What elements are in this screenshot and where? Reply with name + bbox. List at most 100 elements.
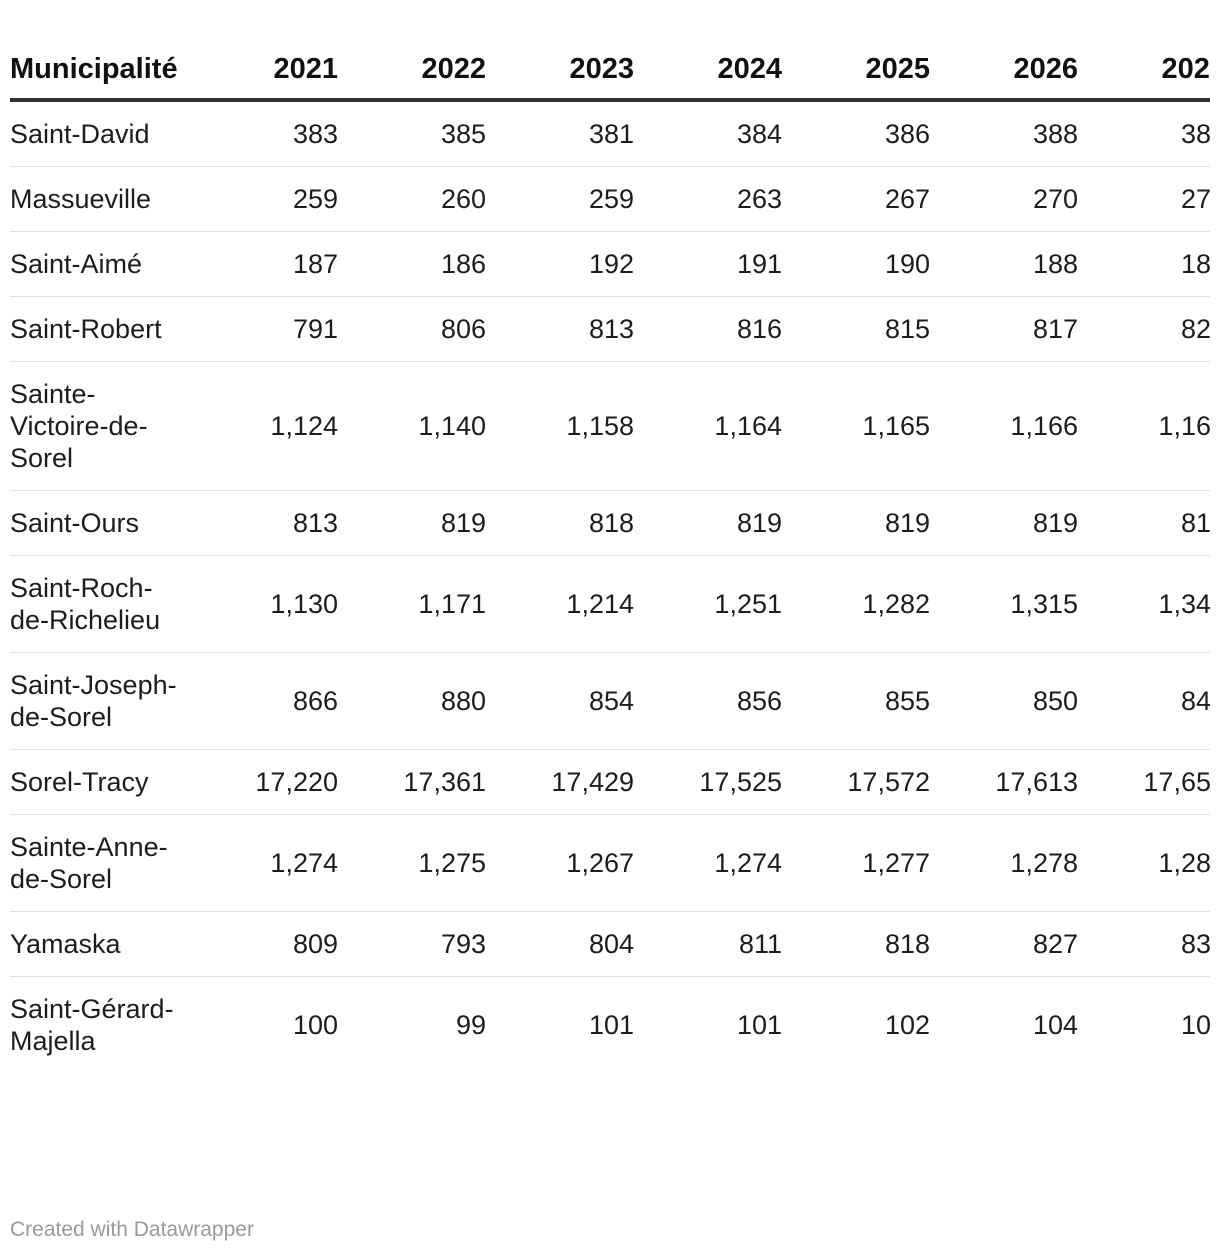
value-cell: 270 — [932, 166, 1080, 232]
table-row: Saint-Joseph-de-Sorel 866 880 854 856 855 850 8… — [10, 652, 1210, 750]
municipality-cell: Yamaska — [10, 911, 192, 977]
value-cell: 1,343 — [1080, 555, 1210, 653]
value-cell: 1,166 — [932, 361, 1080, 491]
value-cell: 17,220 — [192, 749, 340, 815]
table-row: Sorel-Tracy 17,220 17,361 17,429 17,525 17,57… — [10, 749, 1210, 815]
table-row: Yamaska809793804811818827833 — [10, 911, 1210, 977]
value-cell: 188 — [932, 231, 1080, 297]
datawrapper-credit: Created with Datawrapper — [10, 1218, 254, 1241]
column-header-year: 2026 — [932, 40, 1080, 102]
value-cell: 1,164 — [636, 361, 784, 491]
value-cell: 817 — [932, 296, 1080, 362]
value-cell: 17,361 — [340, 749, 488, 815]
value-cell: 819 — [784, 490, 932, 556]
value-cell: 818 — [488, 490, 636, 556]
column-header-year: 2024 — [636, 40, 784, 102]
table-row: Saint-Roch-de-Richelieu 1,130 1,171 1,214 1,… — [10, 555, 1210, 653]
data-table-container: Municipalité2021202220232024202520262027… — [10, 40, 1210, 1073]
value-cell: 791 — [192, 296, 340, 362]
value-cell: 1,282 — [1080, 814, 1210, 912]
value-cell: 17,658 — [1080, 749, 1210, 815]
value-cell: 17,429 — [488, 749, 636, 815]
value-cell: 101 — [588, 1010, 634, 1040]
table-row: Saint-Robert791806813816815817821 — [10, 296, 1210, 362]
value-cell: 804 — [488, 911, 636, 977]
table-row: Massueville259260259263267270273 — [10, 166, 1210, 232]
value-cell: 191 — [636, 231, 784, 297]
value-cell: 856 — [636, 652, 784, 750]
value-cell: 388 — [1080, 100, 1210, 167]
value-cell: 880 — [340, 652, 488, 750]
value-cell: 1,171 — [340, 555, 488, 653]
value-cell: 99 — [455, 1010, 486, 1040]
column-header-year: 2022 — [340, 40, 488, 102]
value-cell: 1,130 — [192, 555, 340, 653]
value-cell: 854 — [488, 652, 636, 750]
value-cell: 1,124 — [192, 361, 340, 491]
table-row: Sainte-Victoire-de-Sorel 1,124 1,140 1,158 1… — [10, 361, 1210, 491]
value-cell: 866 — [192, 652, 340, 750]
value-cell: 1,251 — [636, 555, 784, 653]
value-cell: 263 — [636, 166, 784, 232]
value-cell: 811 — [636, 911, 784, 977]
municipality-cell: Sainte-Victoire-de-Sorel — [10, 361, 192, 491]
municipality-cell: Saint-Aimé — [10, 231, 192, 297]
value-cell: 102 — [884, 1010, 930, 1040]
table-header-row: Municipalité2021202220232024202520262027 — [10, 40, 1210, 102]
value-cell: 855 — [784, 652, 932, 750]
value-cell: 273 — [1080, 166, 1210, 232]
value-cell: 1,274 — [636, 814, 784, 912]
value-cell: 813 — [192, 490, 340, 556]
value-cell: 1,267 — [488, 814, 636, 912]
value-cell: 819 — [636, 490, 784, 556]
value-cell: 260 — [340, 166, 488, 232]
column-header-year: 2025 — [784, 40, 932, 102]
municipality-cell: Sorel-Tracy — [10, 749, 192, 815]
value-cell: 806 — [340, 296, 488, 362]
value-cell: 386 — [784, 100, 932, 167]
value-cell: 819 — [340, 490, 488, 556]
value-cell: 821 — [1080, 296, 1210, 362]
value-cell: 1,315 — [932, 555, 1080, 653]
table-row: Saint-Ours813819818819819819819 — [10, 490, 1210, 556]
value-cell: 101 — [736, 1010, 782, 1040]
value-cell: 1,278 — [932, 814, 1080, 912]
value-cell: 809 — [192, 911, 340, 977]
value-cell: 100 — [292, 1010, 338, 1040]
value-cell: 384 — [636, 100, 784, 167]
value-cell: 103 — [1180, 1010, 1210, 1040]
population-table: Municipalité2021202220232024202520262027… — [10, 40, 1210, 1073]
value-cell: 847 — [1080, 652, 1210, 750]
table-row: Sainte-Anne-de-Sorel 1,274 1,275 1,267 1,274… — [10, 814, 1210, 912]
value-cell: 850 — [932, 652, 1080, 750]
value-cell: 819 — [932, 490, 1080, 556]
value-cell: 813 — [488, 296, 636, 362]
municipality-cell: Saint-Ours — [10, 490, 192, 556]
value-cell: 1,275 — [340, 814, 488, 912]
value-cell: 192 — [488, 231, 636, 297]
column-header-year: 2021 — [192, 40, 340, 102]
value-cell: 819 — [1080, 490, 1210, 556]
value-cell: 259 — [192, 166, 340, 232]
municipality-cell: Saint-Joseph-de-Sorel — [10, 652, 192, 750]
column-header-municipality: Municipalité — [10, 40, 192, 102]
value-cell: 816 — [636, 296, 784, 362]
column-header-year: 2023 — [488, 40, 636, 102]
value-cell: 388 — [932, 100, 1080, 167]
table-body: Saint-David383385381384386388388Massuevi… — [10, 100, 1210, 1073]
value-cell: 186 — [340, 231, 488, 297]
value-cell: 17,572 — [784, 749, 932, 815]
table-row: Saint-Gérard-Majella 100 99 101 101 102 104 103 — [10, 977, 1210, 1074]
value-cell: 383 — [192, 100, 340, 167]
value-cell: 385 — [340, 100, 488, 167]
value-cell: 818 — [784, 911, 932, 977]
value-cell: 793 — [340, 911, 488, 977]
municipality-cell: Saint-Gérard-Majella — [10, 994, 174, 1056]
table-row: Saint-David383385381384386388388 — [10, 100, 1210, 167]
value-cell: 104 — [1032, 1010, 1078, 1040]
municipality-cell: Saint-Robert — [10, 296, 192, 362]
municipality-cell: Sainte-Anne-de-Sorel — [10, 814, 192, 912]
municipality-cell: Massueville — [10, 166, 192, 232]
value-cell: 189 — [1080, 231, 1210, 297]
value-cell: 17,525 — [636, 749, 784, 815]
